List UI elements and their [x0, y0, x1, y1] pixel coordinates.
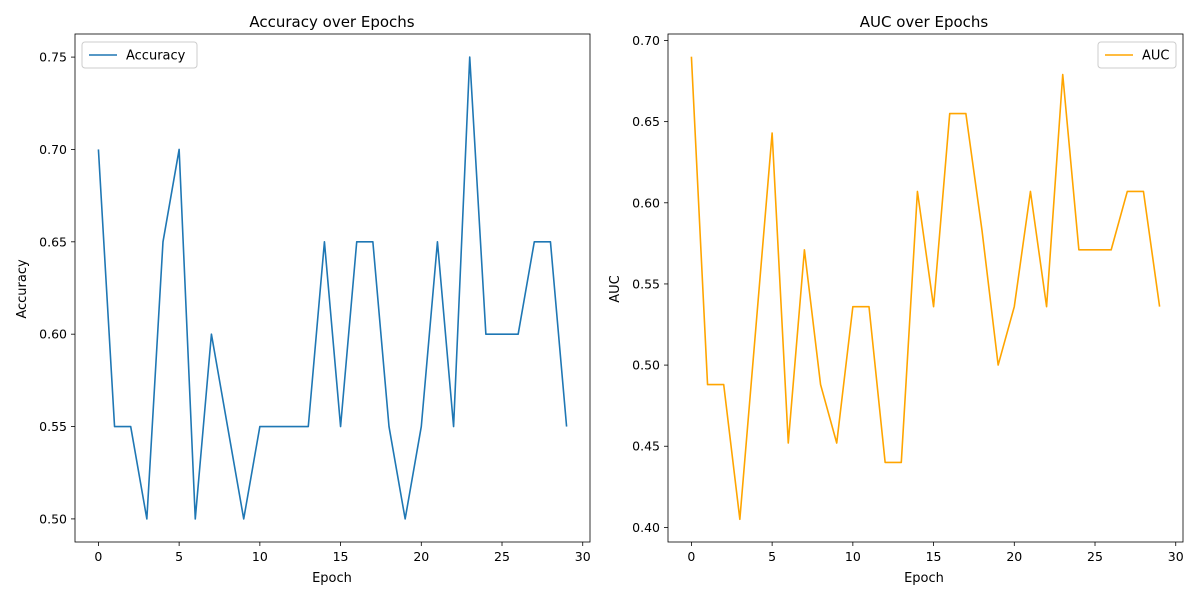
auc-y-tick-label: 0.65 — [632, 114, 660, 129]
auc-y-tick-label: 0.70 — [632, 33, 660, 48]
auc-series-line — [690, 56, 1161, 521]
auc-y-tick-label: 0.45 — [632, 439, 660, 454]
accuracy-legend-box — [81, 41, 198, 69]
auc-x-tick-label: 20 — [1006, 549, 1022, 564]
accuracy-chart-title: Accuracy over Epochs — [249, 13, 414, 31]
auc-legend-label: AUC — [1142, 49, 1170, 64]
auc-y-axis-label: AUC — [608, 275, 623, 303]
accuracy-x-tick-label: 5 — [175, 549, 183, 564]
auc-x-tick-label: 5 — [768, 549, 776, 564]
auc-y-tick-label: 0.55 — [632, 276, 660, 291]
accuracy-y-tick-label: 0.60 — [39, 327, 67, 342]
accuracy-x-tick-label: 10 — [252, 549, 268, 564]
auc-y-tick-label: 0.60 — [632, 195, 660, 210]
auc-chart-title: AUC over Epochs — [860, 13, 989, 31]
accuracy-y-tick-label: 0.50 — [39, 511, 67, 526]
accuracy-y-tick-label: 0.70 — [39, 142, 67, 157]
accuracy-legend-label: Accuracy — [126, 49, 186, 64]
accuracy-x-axis-label: Epoch — [312, 571, 352, 586]
auc-legend-box — [1097, 41, 1177, 69]
auc-y-tick-label: 0.50 — [632, 358, 660, 373]
auc-panel: AUC over Epochs Epoch AUC 0 5 10 15 20 25 30 0.… — [608, 13, 1184, 586]
auc-y-tick-label: 0.40 — [632, 520, 660, 535]
accuracy-axes-frame — [74, 33, 591, 543]
accuracy-x-tick-label: 0 — [94, 549, 102, 564]
auc-x-tick-label: 0 — [687, 549, 695, 564]
accuracy-y-tick-label: 0.55 — [39, 419, 67, 434]
accuracy-y-axis-label: Accuracy — [15, 259, 30, 319]
accuracy-x-tick-label: 30 — [575, 549, 591, 564]
auc-x-tick-label: 25 — [1087, 549, 1103, 564]
accuracy-series-line — [97, 56, 568, 520]
accuracy-x-tick-label: 20 — [413, 549, 429, 564]
accuracy-x-tick-label: 15 — [333, 549, 349, 564]
auc-x-tick-label: 15 — [926, 549, 942, 564]
accuracy-panel: Accuracy over Epochs Epoch Accuracy 0 5 10… — [15, 13, 591, 586]
auc-x-tick-label: 10 — [845, 549, 861, 564]
accuracy-y-tick-label: 0.75 — [39, 50, 67, 65]
auc-x-tick-label: 30 — [1168, 549, 1184, 564]
auc-x-axis-label: Epoch — [904, 571, 944, 586]
auc-axes-frame — [667, 33, 1184, 543]
accuracy-y-tick-label: 0.65 — [39, 234, 67, 249]
accuracy-x-tick-label: 25 — [494, 549, 510, 564]
